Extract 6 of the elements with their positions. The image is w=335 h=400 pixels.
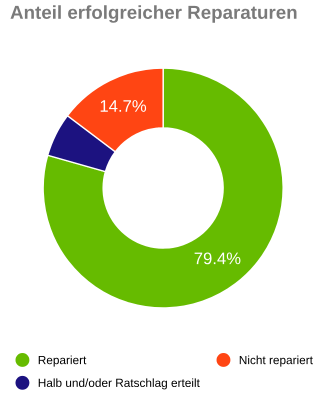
legend-label: Nicht repariert <box>240 356 313 367</box>
data-label: 14.7% <box>100 100 146 112</box>
data-label: 79.4% <box>194 252 240 264</box>
legend-label: Halb und/oder Ratschlag erteilt <box>38 378 200 390</box>
chart-title: Anteil erfolgreicher Reparaturen <box>10 5 296 23</box>
legend-label: Repariert <box>38 356 86 367</box>
